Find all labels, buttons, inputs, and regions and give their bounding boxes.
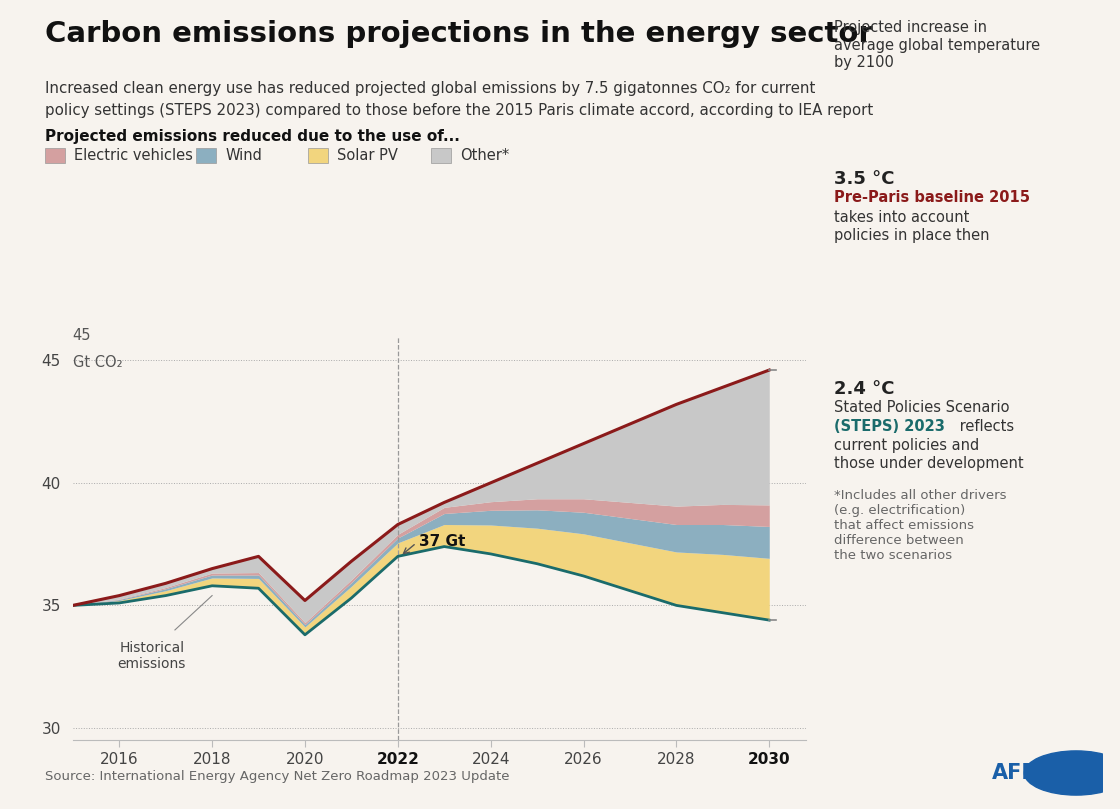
Text: 2.4 °C: 2.4 °C [834,380,895,398]
Circle shape [1025,751,1120,795]
Text: Electric vehicles: Electric vehicles [74,148,193,163]
Text: Carbon emissions projections in the energy sector: Carbon emissions projections in the ener… [45,20,872,49]
Text: AFP: AFP [991,763,1037,783]
Text: 37 Gt: 37 Gt [419,534,465,549]
Text: Projected increase in
average global temperature
by 2100: Projected increase in average global tem… [834,20,1040,70]
Text: Source: International Energy Agency Net Zero Roadmap 2023 Update: Source: International Energy Agency Net … [45,770,510,783]
Text: Solar PV: Solar PV [337,148,398,163]
Text: *Includes all other drivers
(e.g. electrification)
that affect emissions
differe: *Includes all other drivers (e.g. electr… [834,489,1007,562]
Text: Gt CO₂: Gt CO₂ [73,355,122,371]
Text: 45: 45 [73,328,92,343]
Text: current policies and
those under development: current policies and those under develop… [834,438,1024,471]
Text: policy settings (STEPS 2023) compared to those before the 2015 Paris climate acc: policy settings (STEPS 2023) compared to… [45,103,874,118]
Text: (STEPS) 2023: (STEPS) 2023 [834,419,945,434]
Text: Wind: Wind [225,148,262,163]
Text: Increased clean energy use has reduced projected global emissions by 7.5 gigaton: Increased clean energy use has reduced p… [45,81,815,96]
Text: Other*: Other* [460,148,510,163]
Text: Projected emissions reduced due to the use of...: Projected emissions reduced due to the u… [45,129,459,145]
Text: Pre-Paris baseline 2015: Pre-Paris baseline 2015 [834,190,1030,205]
Text: Historical
emissions: Historical emissions [118,641,186,671]
Text: takes into account
policies in place then: takes into account policies in place the… [834,210,990,243]
Text: Stated Policies Scenario: Stated Policies Scenario [834,400,1010,416]
Text: 3.5 °C: 3.5 °C [834,170,895,188]
Text: reflects: reflects [955,419,1015,434]
